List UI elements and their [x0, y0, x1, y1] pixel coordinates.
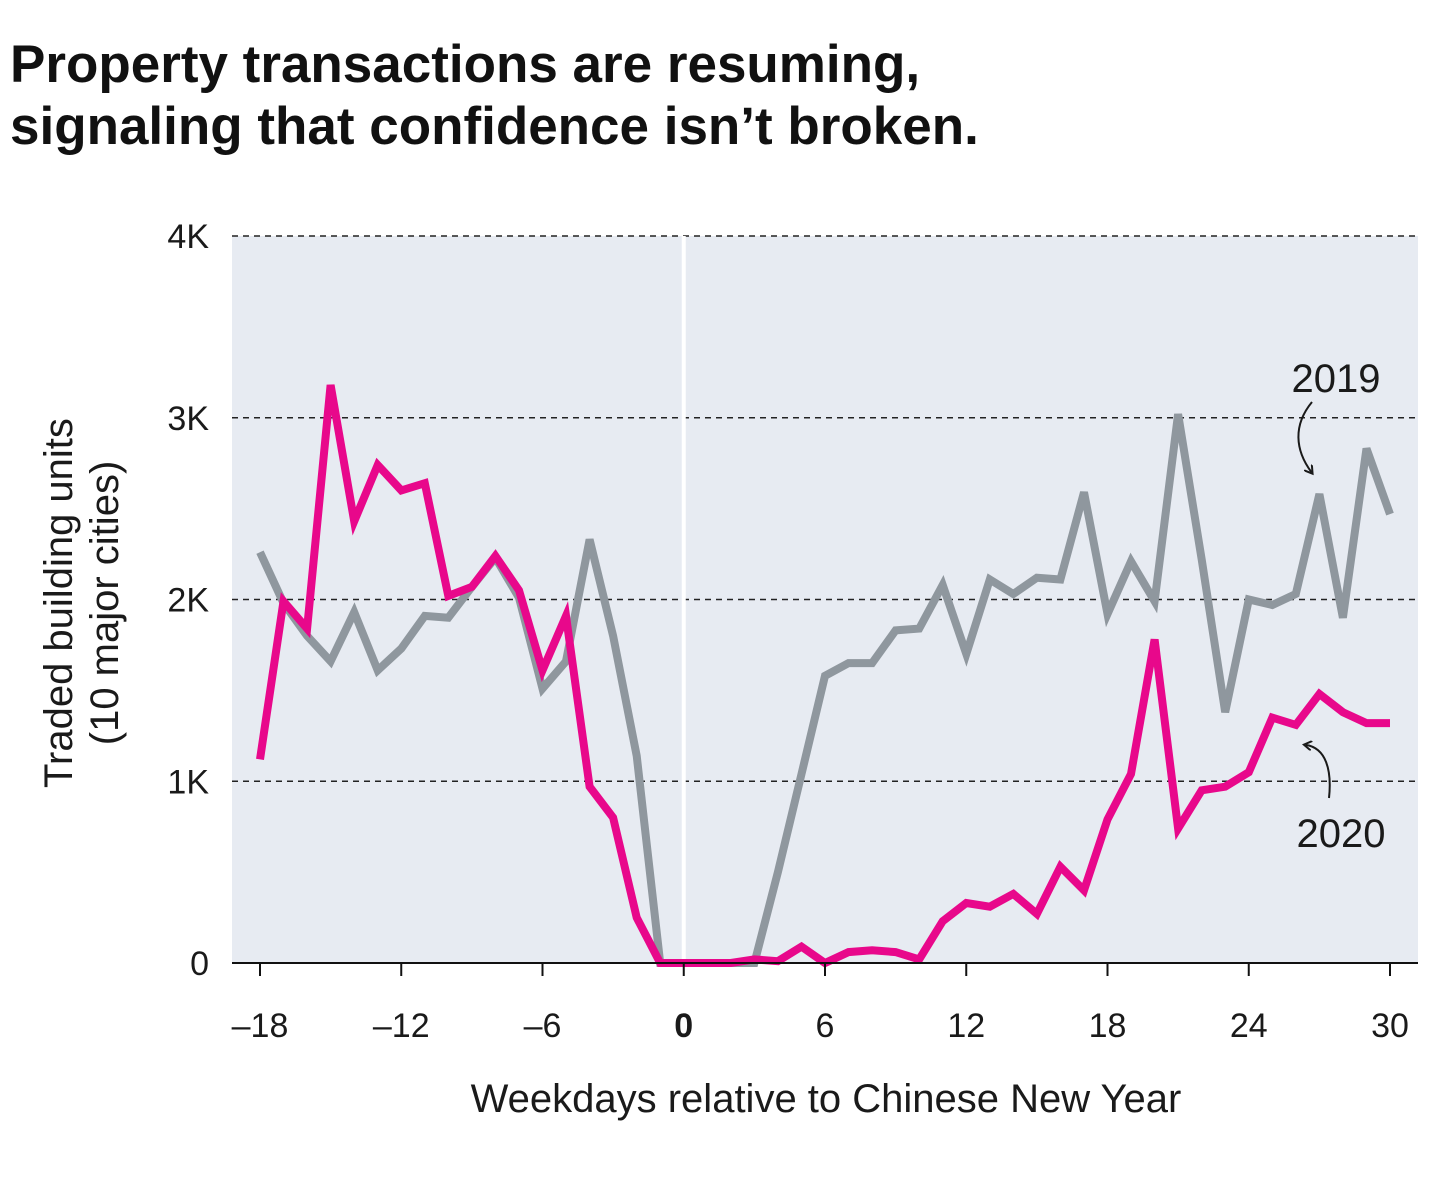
x-tick-label-12: 12	[947, 1007, 985, 1045]
y-axis-title-line-1: Traded building units	[37, 418, 81, 788]
x-axis-title: Weekdays relative to Chinese New Year	[471, 1077, 1182, 1121]
y-axis-title-line-2: (10 major cities)	[83, 461, 127, 746]
chart-title: Property transactions are resuming, sign…	[10, 34, 1410, 158]
series-label-2020: 2020	[1297, 812, 1386, 856]
x-tick-label-30: 30	[1371, 1007, 1409, 1045]
y-axis-title: Traded building units(10 major cities)	[37, 418, 127, 788]
x-tick-label--12: –12	[373, 1007, 430, 1045]
arrow-2019	[1297, 401, 1312, 472]
plot-background	[232, 236, 1418, 963]
series-label-2019: 2019	[1292, 357, 1381, 401]
series-line-2019	[256, 413, 1394, 967]
x-tick-label-24: 24	[1230, 1007, 1268, 1045]
x-tick-label-18: 18	[1089, 1007, 1127, 1045]
x-tick-label-6: 6	[816, 1007, 835, 1045]
chart-title-line-1: Property transactions are resuming,	[10, 35, 921, 94]
x-tick-label--6: –6	[524, 1007, 562, 1045]
y-tick-label-1K: 1K	[167, 763, 209, 801]
arrow-2020	[1306, 745, 1331, 799]
y-tick-label-0: 0	[190, 945, 209, 983]
chart-title-line-2: signaling that confidence isn’t broken.	[10, 97, 979, 156]
y-tick-label-3K: 3K	[167, 400, 209, 438]
x-tick-label-0: 0	[674, 1007, 693, 1045]
y-tick-label-4K: 4K	[167, 218, 209, 256]
x-tick-label--18: –18	[232, 1007, 289, 1045]
y-tick-label-2K: 2K	[167, 582, 209, 620]
